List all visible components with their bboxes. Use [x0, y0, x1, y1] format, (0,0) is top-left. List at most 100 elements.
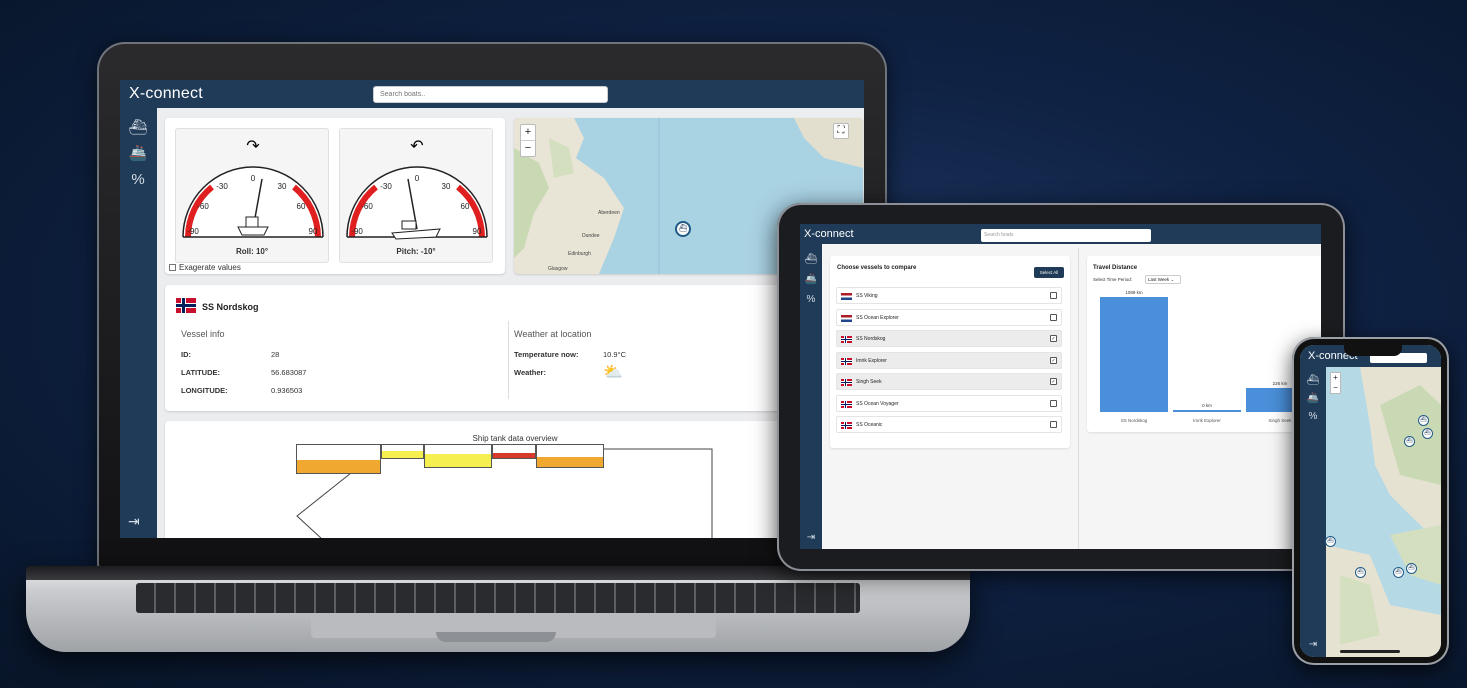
ship-pin-icon[interactable]: ⛴ [1406, 563, 1417, 574]
pitch-gauge: ↶ -90 -60 -30 0 30 60 90 [339, 128, 493, 263]
vessel-checkbox[interactable] [1050, 313, 1057, 321]
search-input[interactable] [373, 86, 608, 103]
pitch-label: Pitch: -10° [396, 247, 436, 256]
pitch-ticks: -90 -60 -30 0 30 60 90 [351, 174, 482, 236]
percent-ship-icon[interactable]: % [131, 171, 145, 188]
laptop-screen: X-connect ⛴ 🚢 % ⇥ ↷ -90 -60 -30 [120, 80, 864, 538]
percent-ship-icon[interactable]: % [806, 294, 816, 305]
tank [492, 444, 536, 459]
ship-pin-icon[interactable]: ⛴ [1404, 436, 1415, 447]
map-zoom-controls: + − [520, 124, 536, 157]
map-label: Aberdeen [598, 210, 620, 216]
tick-label: 60 [461, 202, 470, 211]
period-select[interactable]: Last Week ⌄ [1145, 275, 1181, 284]
tick-label: 90 [309, 227, 318, 236]
info-label: ID: [181, 350, 191, 359]
tick-label: 90 [473, 227, 482, 236]
exaggerate-label: Exagerate values [179, 263, 241, 272]
compare-panel: Choose vessels to compare Select All SS … [830, 256, 1070, 448]
vessel-row[interactable]: SS Ocean Voyager [836, 394, 1062, 412]
bar-value-label: 1089 km [1125, 290, 1143, 295]
ship-pin-icon[interactable]: ⛴ [1325, 536, 1336, 547]
ship-pin-icon[interactable]: ⛴ [675, 221, 691, 237]
tick-label: 30 [442, 182, 451, 191]
bar-value-label: 0 km [1202, 403, 1212, 408]
main-content: ↷ -90 -60 -30 0 30 60 90 [157, 108, 864, 538]
x-tick-label: Imrik Explorer [1193, 418, 1221, 423]
roll-label: Roll: 10° [235, 247, 269, 256]
netherlands-flag-icon [841, 314, 852, 322]
tank [296, 444, 381, 474]
logout-icon[interactable]: ⇥ [1308, 639, 1318, 650]
weather-title: Weather at location [514, 329, 592, 339]
select-all-button[interactable]: Select All [1034, 267, 1064, 278]
laptop-base [26, 566, 970, 652]
roll-gauge: ↷ -90 -60 -30 0 30 60 90 [175, 128, 329, 263]
zoom-in-button[interactable]: + [1333, 373, 1338, 382]
vessel-row[interactable]: SS Viking [836, 287, 1062, 304]
vessel-name: SS Nordskog [202, 302, 259, 312]
bar [1100, 297, 1168, 412]
ship-location-icon[interactable]: ⛴ [128, 119, 148, 136]
percent-ship-icon[interactable]: % [1308, 411, 1318, 422]
tablet-main: Choose vessels to compare Select All SS … [822, 244, 1321, 549]
vessel-checkbox[interactable] [1050, 421, 1057, 428]
map-label: Glasgow [548, 266, 568, 272]
vessel-row[interactable]: SS Nordskog ✓ [836, 330, 1062, 347]
ship-location-icon[interactable]: ⛴ [804, 254, 818, 265]
ship-pin-icon[interactable]: ⛴ [1418, 415, 1429, 426]
bar [1173, 410, 1241, 412]
tablet-header: X-connect Search boats [800, 224, 1321, 244]
vessel-row[interactable]: SS Oceanic [836, 416, 1062, 433]
ship-pin-icon[interactable]: ⛴ [1422, 428, 1433, 439]
tablet-app-title: X-connect [804, 228, 854, 240]
vessel-row[interactable]: Imrik Explorer ✓ [836, 351, 1062, 369]
tablet-screen: X-connect Search boats ⛴ 🚢 % ⇥ Choose ve… [800, 224, 1321, 549]
zoom-in-button[interactable]: + [521, 125, 535, 141]
vessel-checkbox[interactable]: ✓ [1050, 378, 1057, 385]
ferry-icon[interactable]: 🚢 [1306, 393, 1320, 404]
app-title: X-connect [129, 85, 203, 102]
compare-title: Choose vessels to compare [837, 265, 917, 271]
ship-pin-icon[interactable]: ⛴ [1393, 567, 1404, 578]
sidebar: ⛴ 🚢 % ⇥ [120, 108, 157, 538]
fullscreen-icon[interactable]: ⛶ [833, 123, 849, 139]
tablet-search-input[interactable]: Search boats [981, 229, 1151, 242]
vessel-row[interactable]: Singh Seek ✓ [836, 373, 1062, 390]
x-tick-label: Singh Seek [1268, 418, 1292, 423]
roll-arrow-icon: ↷ [246, 138, 260, 155]
weather-label: Weather: [514, 368, 546, 377]
bar-value-label: 226 km [1272, 381, 1288, 387]
zoom-out-button[interactable]: − [524, 142, 532, 154]
tank-title: Ship tank data overview [472, 434, 558, 443]
ferry-icon[interactable]: 🚢 [804, 274, 818, 285]
vessel-checkbox[interactable] [1050, 399, 1057, 407]
ship-location-icon[interactable]: ⛴ [1306, 375, 1320, 386]
tank [424, 444, 492, 468]
logout-icon[interactable]: ⇥ [128, 513, 140, 529]
vessel-checkbox[interactable] [1050, 292, 1057, 299]
vessel-checkbox[interactable]: ✓ [1050, 335, 1057, 342]
keyboard [136, 583, 860, 613]
ferry-icon[interactable]: 🚢 [128, 145, 148, 162]
tick-label: 60 [297, 202, 306, 211]
ship-pin-icon[interactable]: ⛴ [1355, 567, 1366, 578]
map-label: Edinburgh [568, 251, 591, 257]
temperature-label: Temperature now: [514, 350, 579, 359]
logout-icon[interactable]: ⇥ [806, 532, 816, 543]
tick-label: -60 [361, 202, 373, 211]
vessel-name: Singh Seek [856, 379, 882, 385]
temperature-value: 10.9°C [603, 350, 627, 359]
vessel-row[interactable]: SS Ocean Explorer [836, 308, 1062, 326]
norway-flag-icon [841, 400, 852, 408]
phone-search-input[interactable] [1370, 353, 1427, 363]
zoom-out-button[interactable]: − [1333, 383, 1338, 392]
tick-label: -90 [351, 227, 363, 236]
motion-card: ↷ -90 -60 -30 0 30 60 90 [165, 118, 505, 274]
exaggerate-toggle[interactable]: Exagerate values [169, 263, 241, 272]
info-label: LATITUDE: [181, 368, 221, 377]
norway-flag-icon [176, 298, 196, 313]
vessel-checkbox[interactable]: ✓ [1050, 356, 1057, 364]
exaggerate-checkbox[interactable] [169, 264, 176, 271]
vessel-name: SS Nordskog [856, 336, 886, 342]
